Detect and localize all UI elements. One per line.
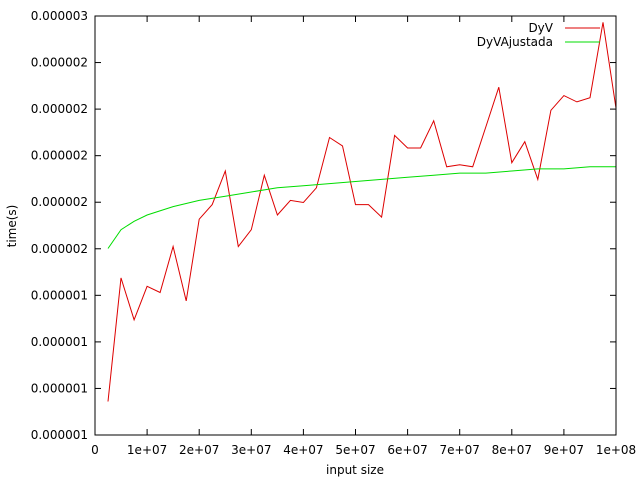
- y-tick-label: 0.000002: [31, 56, 88, 70]
- series-layer: [107, 22, 617, 402]
- x-axis-label: input size: [326, 463, 384, 477]
- x-tick-label: 4e+07: [283, 443, 323, 457]
- y-tick-label: 0.000002: [31, 242, 88, 256]
- x-tick-label: 8e+07: [492, 443, 532, 457]
- y-tick-label: 0.000002: [31, 102, 88, 116]
- x-axis-ticks: 0 1e+07 2e+07 3e+07 4e+07 5e+07 6e+07 7e+07 8e+0…: [91, 16, 636, 457]
- x-tick-label: 0: [91, 443, 99, 457]
- x-tick-label: 1e+07: [127, 443, 167, 457]
- series-line-dyvajustada: [107, 166, 616, 249]
- x-tick-label: 2e+07: [179, 443, 219, 457]
- y-axis-label: time(s): [5, 205, 19, 248]
- y-tick-label: 0.000002: [31, 195, 88, 209]
- y-tick-label: 0.000001: [31, 428, 88, 442]
- plot-frame: [94, 15, 617, 436]
- x-tick-label: 1e+08: [596, 443, 636, 457]
- y-tick-label: 0.000002: [31, 149, 88, 163]
- y-tick-label: 0.000003: [31, 9, 88, 23]
- legend-label-dyvajustada: DyVAjustada: [477, 35, 553, 49]
- y-axis-ticks: 0.000001 0.000001 0.000001 0.000001 0.000002…: [31, 9, 616, 442]
- legend-label-dyv: DyV: [528, 21, 553, 35]
- y-tick-label: 0.000001: [31, 381, 88, 395]
- x-tick-label: 9e+07: [544, 443, 584, 457]
- y-tick-label: 0.000001: [31, 288, 88, 302]
- x-tick-label: 6e+07: [387, 443, 427, 457]
- x-tick-label: 5e+07: [335, 443, 375, 457]
- x-tick-label: 3e+07: [231, 443, 271, 457]
- series-line-dyv: [107, 22, 617, 402]
- y-tick-label: 0.000001: [31, 335, 88, 349]
- x-tick-label: 7e+07: [440, 443, 480, 457]
